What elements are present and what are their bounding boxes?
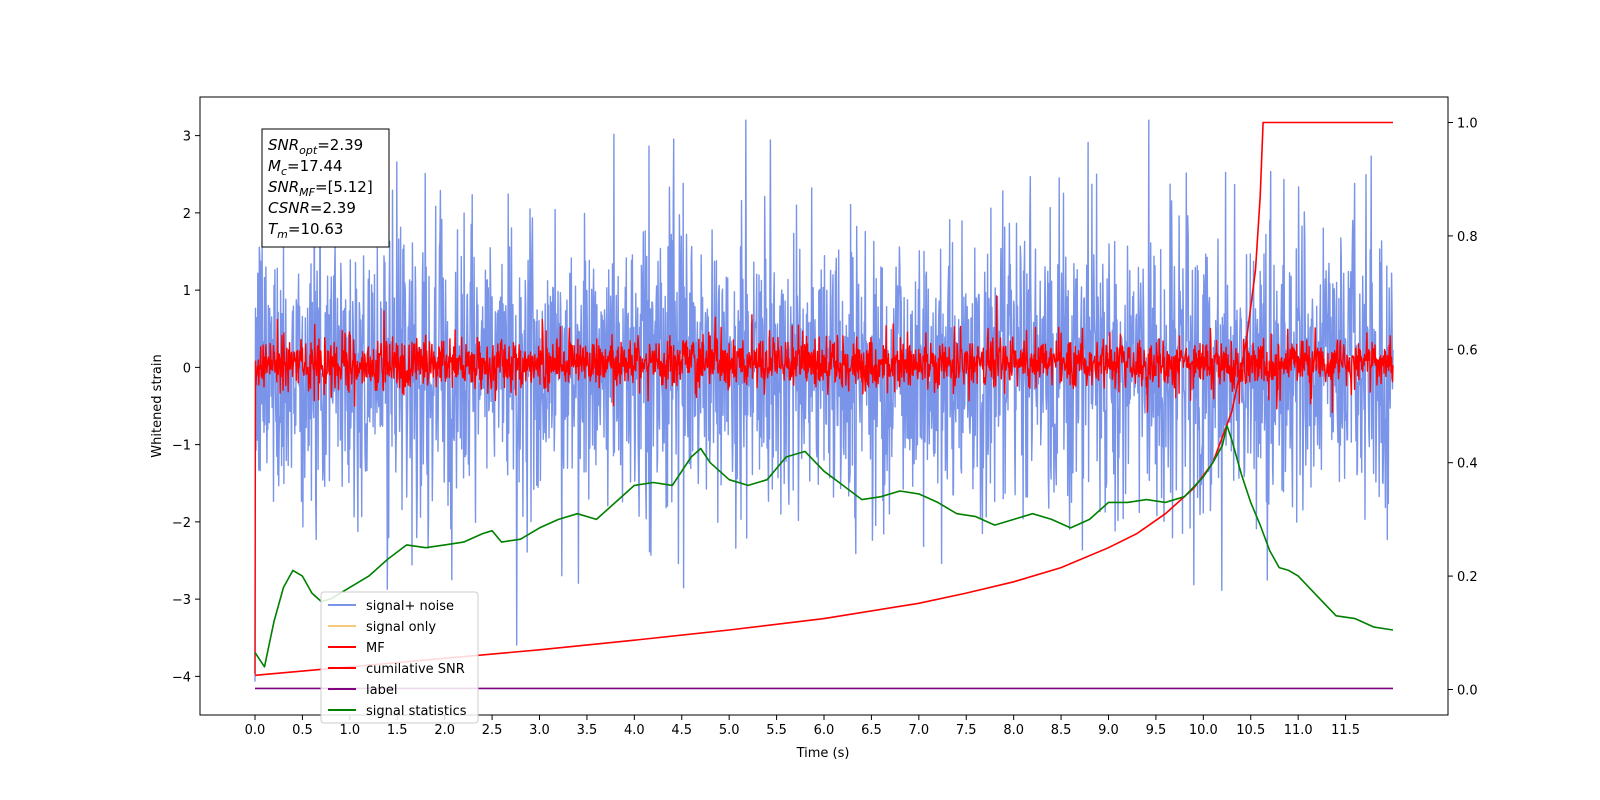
x-tick-label: 3.0 <box>529 723 550 738</box>
x-tick-label: 1.5 <box>387 723 408 738</box>
series-cumulative-snr <box>254 121 1393 677</box>
legend-entry: cumilative SNR <box>366 662 465 677</box>
legend-entry: signal statistics <box>366 704 467 719</box>
y-tick-label: 0 <box>183 361 191 376</box>
legend-entry: signal only <box>366 620 436 635</box>
y-tick-label: 2 <box>183 207 191 222</box>
x-axis: 0.0 0.5 1.0 1.5 2.0 2.5 3.0 3.5 4.0 4.5 5.0 5.5 6.0 6… <box>245 715 1360 738</box>
series-mf <box>254 295 1394 675</box>
y2-tick-label: 1.0 <box>1457 117 1478 132</box>
series-signal-noise <box>254 119 1394 682</box>
y2-tick-label: 0.8 <box>1457 230 1478 245</box>
annotation-line: Mc=17.44 <box>268 157 343 178</box>
x-tick-label: 6.5 <box>861 723 882 738</box>
series-signal-statistics <box>254 425 1394 668</box>
y-tick-label: −3 <box>172 593 191 608</box>
legend-entry: signal+ noise <box>366 599 454 614</box>
x-tick-label: 9.0 <box>1098 723 1119 738</box>
y2-tick-label: 0.0 <box>1457 683 1478 698</box>
x-tick-label: 7.0 <box>908 723 929 738</box>
annotation-line: Tm=10.63 <box>268 220 343 241</box>
y-axis-left: −4 −3 −2 −1 0 1 2 3 <box>172 130 200 685</box>
y2-tick-label: 0.6 <box>1457 343 1478 358</box>
x-tick-label: 7.5 <box>956 723 977 738</box>
annotation-line: SNRopt=2.39 <box>268 136 363 157</box>
y2-tick-label: 0.4 <box>1457 457 1478 472</box>
y-axis-title: Whitened strain <box>150 354 165 457</box>
y-axis-right: 0.0 0.2 0.4 0.6 0.8 1.0 <box>1448 117 1478 698</box>
x-tick-label: 6.0 <box>814 723 835 738</box>
x-tick-label: 2.5 <box>482 723 503 738</box>
x-tick-label: 0.0 <box>245 723 266 738</box>
stats-annotation-box: SNRopt=2.39Mc=17.44SNRMF=[5.12]CSNR=2.39… <box>261 128 390 248</box>
y2-tick-label: 0.2 <box>1457 570 1478 585</box>
x-axis-title: Time (s) <box>796 746 850 761</box>
y-tick-label: 3 <box>183 130 191 145</box>
x-tick-label: 10.5 <box>1236 723 1265 738</box>
y-tick-label: −4 <box>172 670 191 685</box>
x-tick-label: 1.0 <box>339 723 360 738</box>
x-tick-label: 11.5 <box>1331 723 1360 738</box>
x-tick-label: 9.5 <box>1146 723 1167 738</box>
legend-entry: label <box>366 683 397 698</box>
x-tick-label: 3.5 <box>577 723 598 738</box>
annotation-line: SNRMF=[5.12] <box>268 178 373 199</box>
x-tick-label: 5.0 <box>719 723 740 738</box>
x-tick-label: 4.0 <box>624 723 645 738</box>
annotation-line: CSNR=2.39 <box>268 199 356 217</box>
legend: signal+ noise signal only MF cumilative SNR… <box>320 591 479 724</box>
x-tick-label: 8.5 <box>1051 723 1072 738</box>
x-tick-label: 0.5 <box>292 723 313 738</box>
x-tick-label: 5.5 <box>766 723 787 738</box>
x-tick-label: 10.0 <box>1189 723 1218 738</box>
y-tick-label: 1 <box>183 284 191 299</box>
annotation-frame <box>261 128 390 248</box>
y-tick-label: −2 <box>172 516 191 531</box>
x-tick-label: 11.0 <box>1284 723 1313 738</box>
x-tick-label: 8.0 <box>1003 723 1024 738</box>
x-tick-label: 2.0 <box>434 723 455 738</box>
y-tick-label: −1 <box>172 439 191 454</box>
x-tick-label: 4.5 <box>671 723 692 738</box>
legend-entry: MF <box>366 641 385 656</box>
legend-frame <box>320 591 479 724</box>
